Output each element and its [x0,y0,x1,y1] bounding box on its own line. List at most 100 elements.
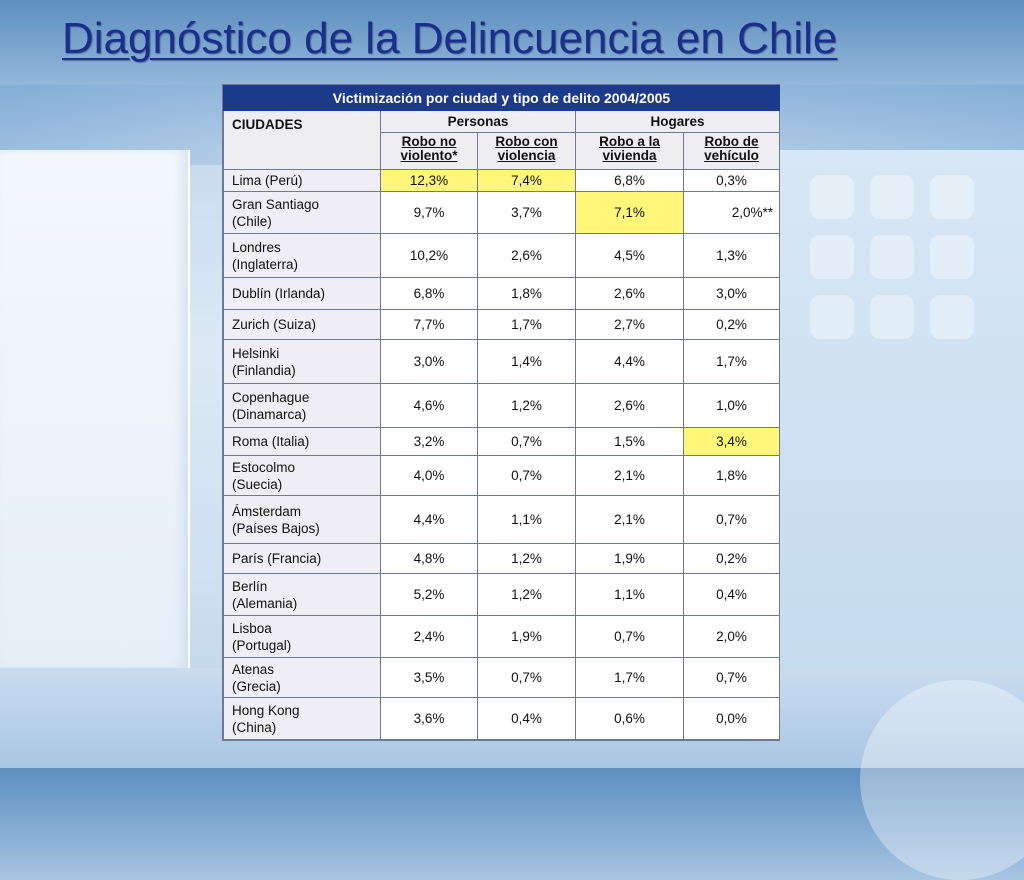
value-cell: 1,1% [477,495,576,544]
city-name-line: Hong Kong [232,702,300,718]
city-name-line: (China) [232,719,277,735]
value-cell: 12,3% [380,169,478,192]
group-header-personas: Personas [380,110,576,133]
value-cell: 3,2% [380,427,478,456]
city-name-line: (Portugal) [232,637,292,653]
column-header-robo-vehiculo: Robo de vehículo [683,132,780,170]
table-row: Zurich (Suiza) 7,7% 1,7% 2,7% 0,2% [223,309,780,340]
value-cell: 1,7% [575,657,684,698]
value-cell: 4,4% [575,339,684,384]
city-name-line: Roma (Italia) [232,434,310,449]
city-name-line: (Alemania) [232,595,298,611]
city-cell: Roma (Italia) [223,427,381,456]
table-row: Roma (Italia) 3,2% 0,7% 1,5% 3,4% [223,427,780,456]
value-cell: 0,7% [683,495,780,544]
city-cell: Zurich (Suiza) [223,309,381,340]
value-cell: 1,8% [477,277,576,310]
background-tile [930,235,974,279]
value-cell: 4,8% [380,543,478,574]
table-row: Ámsterdam (Países Bajos) 4,4% 1,1% 2,1% 0,7% [223,495,780,544]
column-header-line: Robo no [401,134,457,149]
value-cell: 0,7% [477,427,576,456]
value-cell: 3,6% [380,697,478,740]
column-header-line: Robo con [495,134,558,149]
city-cell: París (Francia) [223,543,381,574]
city-name-line: Ámsterdam [232,503,302,519]
table-row: Gran Santiago (Chile) 9,7% 3,7% 7,1% 2,0%** [223,191,780,234]
column-header-line: Robo a la [599,134,660,149]
table-row: Londres (Inglaterra) 10,2% 2,6% 4,5% 1,3% [223,233,780,278]
background-tile [930,295,974,339]
city-name-line: Helsinki [232,345,280,361]
table-row: Berlín (Alemania) 5,2% 1,2% 1,1% 0,4% [223,573,780,616]
background-panel-left [0,150,190,670]
table-row: Dublín (Irlanda) 6,8% 1,8% 2,6% 3,0% [223,277,780,310]
city-name-line: Estocolmo [232,459,296,475]
column-header-line: vivienda [602,148,657,163]
city-name-line: (Finlandia) [232,362,296,378]
value-cell: 5,2% [380,573,478,616]
table-row: Copenhague (Dinamarca) 4,6% 1,2% 2,6% 1,0% [223,383,780,428]
city-name-line: (Dinamarca) [232,406,307,422]
value-cell: 4,5% [575,233,684,278]
table-row: Helsinki (Finlandia) 3,0% 1,4% 4,4% 1,7% [223,339,780,384]
table-body: Lima (Perú) 12,3% 7,4% 6,8% 0,3% Gran Santiag… [223,169,780,740]
value-cell: 4,6% [380,383,478,428]
background-tile [870,295,914,339]
value-cell: 2,0%** [683,191,780,234]
value-cell: 1,5% [575,427,684,456]
slide-title: Diagnóstico de la Delincuencia en Chile [62,14,838,63]
table-row: Atenas (Grecia) 3,5% 0,7% 1,7% 0,7% [223,657,780,698]
value-cell: 3,0% [380,339,478,384]
city-column-header: CIUDADES [223,110,381,170]
table-row: Estocolmo (Suecia) 4,0% 0,7% 2,1% 1,8% [223,455,780,496]
city-cell: Gran Santiago (Chile) [223,191,381,234]
value-cell: 2,1% [575,495,684,544]
city-name-line: (Chile) [232,213,272,229]
city-cell: Lisboa (Portugal) [223,615,381,658]
value-cell: 1,2% [477,573,576,616]
victimization-table: Victimización por ciudad y tipo de delit… [223,85,780,740]
value-cell: 0,3% [683,169,780,192]
value-cell: 2,6% [477,233,576,278]
column-header-robo-con-violencia: Robo con violencia [477,132,576,170]
city-cell: Dublín (Irlanda) [223,277,381,310]
group-header-hogares: Hogares [575,110,780,133]
value-cell: 1,4% [477,339,576,384]
value-cell: 7,1% [575,191,684,234]
value-cell: 4,0% [380,455,478,496]
city-name-line: Lima (Perú) [232,173,303,188]
city-cell: Londres (Inglaterra) [223,233,381,278]
table-row: Lima (Perú) 12,3% 7,4% 6,8% 0,3% [223,169,780,192]
column-header-line: violencia [497,148,556,163]
city-cell: Copenhague (Dinamarca) [223,383,381,428]
city-name-line: (Grecia) [232,678,281,694]
value-cell: 2,6% [575,277,684,310]
city-name-line: Lisboa [232,620,272,636]
value-cell: 0,7% [477,455,576,496]
value-cell: 1,7% [477,309,576,340]
value-cell: 1,9% [477,615,576,658]
city-cell: Hong Kong (China) [223,697,381,740]
value-cell: 2,0% [683,615,780,658]
background-tile [870,235,914,279]
column-header-line: Robo de [704,134,759,149]
value-cell: 1,1% [575,573,684,616]
value-cell: 1,2% [477,383,576,428]
value-cell: 6,8% [575,169,684,192]
value-cell: 1,2% [477,543,576,574]
city-cell: Ámsterdam (Países Bajos) [223,495,381,544]
value-cell: 0,7% [575,615,684,658]
city-name-line: Berlín [232,578,268,594]
city-name-line: Dublín (Irlanda) [232,286,326,301]
value-cell: 0,4% [683,573,780,616]
value-cell: 0,4% [477,697,576,740]
background-tile [930,175,974,219]
value-cell: 0,2% [683,543,780,574]
city-name-line: Zurich (Suiza) [232,317,317,332]
value-cell: 4,4% [380,495,478,544]
value-cell: 1,0% [683,383,780,428]
city-name-line: Copenhague [232,389,310,405]
value-cell: 2,4% [380,615,478,658]
victimization-table-container: Victimización por ciudad y tipo de delit… [222,84,780,741]
